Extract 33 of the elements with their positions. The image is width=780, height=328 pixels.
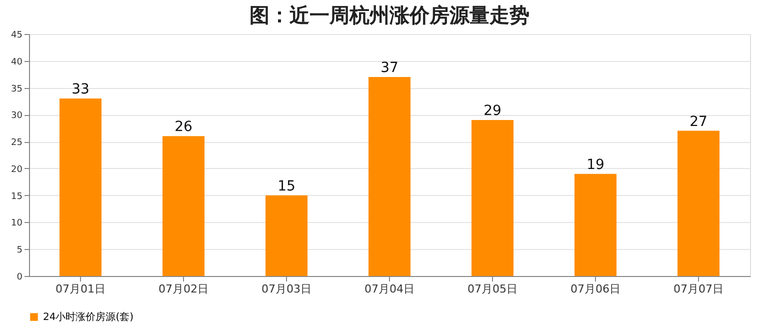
x-tick-label: 07月01日	[56, 282, 106, 296]
y-tick-label: 20	[11, 164, 23, 175]
bar	[574, 174, 616, 276]
y-tick-label: 40	[11, 57, 23, 68]
x-tick-label: 07月05日	[468, 282, 518, 296]
chart-title: 图：近一周杭州涨价房源量走势	[250, 3, 530, 27]
y-tick-label: 30	[11, 111, 23, 122]
bar	[60, 98, 102, 276]
data-label: 37	[380, 60, 398, 76]
y-tick-label: 10	[11, 218, 23, 229]
y-tick-label: 5	[16, 246, 22, 256]
data-label: 29	[484, 103, 502, 120]
data-label: 33	[72, 82, 90, 98]
x-tick-label: 07月07日	[674, 282, 724, 296]
data-label: 26	[174, 119, 192, 136]
x-tick-label: 07月03日	[262, 282, 312, 296]
data-label: 19	[586, 156, 604, 173]
bar	[472, 120, 514, 276]
bar	[678, 130, 720, 276]
legend-label: 24小时涨价房源(套)	[43, 311, 134, 323]
x-tick-label: 07月02日	[158, 282, 208, 296]
y-tick-label: 0	[16, 272, 23, 282]
y-tick-label: 35	[11, 84, 22, 94]
y-tick-label: 15	[11, 192, 22, 202]
bar	[162, 136, 204, 276]
y-tick-label: 45	[11, 30, 22, 40]
data-label: 27	[690, 114, 708, 130]
x-tick-label: 07月04日	[364, 282, 414, 296]
bar	[266, 195, 308, 276]
y-tick-label: 25	[11, 138, 22, 148]
x-tick-label: 07月06日	[570, 282, 620, 296]
data-label: 15	[278, 178, 296, 194]
bar	[368, 77, 410, 276]
